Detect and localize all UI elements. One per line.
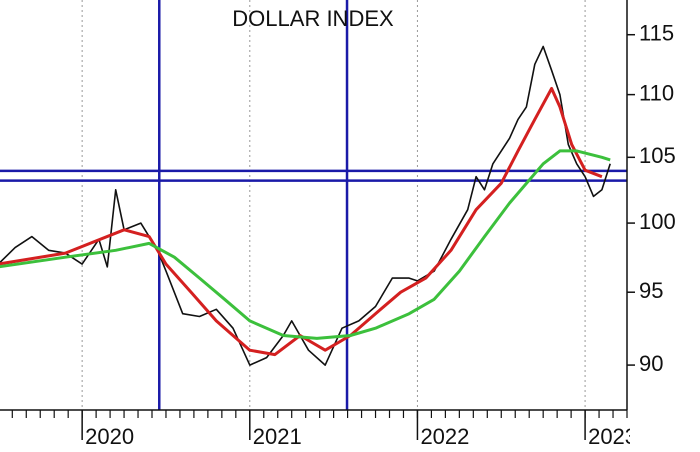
y-tick-label: 95 — [639, 278, 663, 303]
y-tick-label: 90 — [639, 351, 663, 376]
y-tick-label: 115 — [639, 21, 674, 46]
chart-title: DOLLAR INDEX — [232, 6, 394, 31]
y-tick-label: 100 — [639, 209, 676, 234]
y-tick-label: 110 — [639, 80, 674, 105]
grid — [81, 0, 586, 410]
x-tick-label: 2022 — [420, 424, 469, 449]
plot-area — [0, 0, 627, 410]
series-line — [0, 87, 603, 357]
y-tick-label: 105 — [639, 143, 676, 168]
series-line — [0, 149, 611, 340]
axes: 90 95 100 105 110 115 — [11, 21, 676, 440]
series-line — [0, 45, 611, 366]
x-tick-label: 2020 — [85, 424, 134, 449]
x-tick-label: 2021 — [253, 424, 302, 449]
x-labels: 2020 2021 2022 2023 — [85, 424, 637, 449]
x-tick-label: 2023 — [588, 424, 637, 449]
